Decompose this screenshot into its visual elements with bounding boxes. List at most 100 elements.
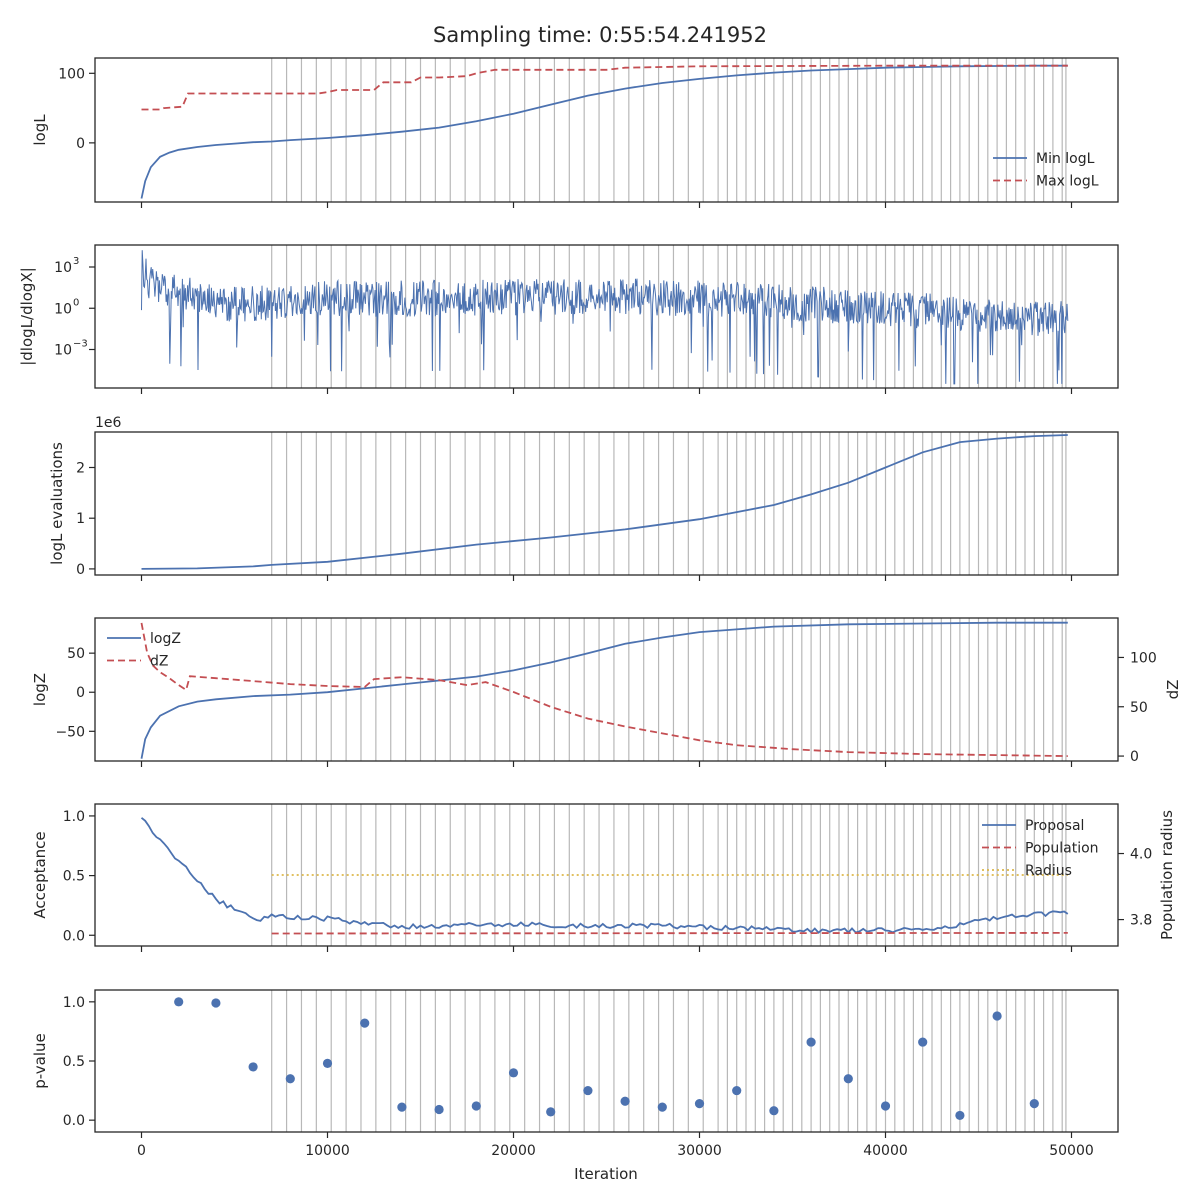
y-axis-label: Acceptance xyxy=(31,831,49,918)
y-tick-label: 0.5 xyxy=(63,1054,85,1070)
x-axis-label: Iteration xyxy=(574,1165,638,1183)
series-line-max-logl xyxy=(141,64,1068,111)
series-line-proposal xyxy=(140,817,1069,934)
x-tick-label: 10000 xyxy=(305,1143,350,1159)
data-point xyxy=(285,1074,295,1084)
data-point xyxy=(434,1104,444,1115)
data-point xyxy=(174,997,184,1007)
data-point xyxy=(360,1018,370,1028)
data-point xyxy=(322,1058,333,1068)
legend: Min logL Max logL xyxy=(993,151,1099,190)
y-tick-label: 0.0 xyxy=(63,1113,85,1129)
y-tick-label: 2 xyxy=(76,460,85,476)
y2-axis-label: dZ xyxy=(1164,680,1182,700)
data-point xyxy=(843,1074,853,1084)
data-point xyxy=(769,1106,779,1116)
panel-dlogl: 10 −310 010 3|dlogL/dlogX| xyxy=(18,244,1119,394)
data-point xyxy=(955,1110,965,1121)
series-line-population xyxy=(271,932,1068,935)
y-tick-label: 50 xyxy=(67,646,85,662)
legend: logZ dZ xyxy=(107,631,181,670)
legend-entry: Population xyxy=(1025,841,1099,857)
panel-pvalue: 0 10000 20000 30000 40000 50000 0.0 0.5 1.0 p-val… xyxy=(31,989,1119,1159)
legend: Proposal Population Radius xyxy=(982,818,1099,879)
panel-evals: 0 1 2 logL evaluations 1e6 xyxy=(48,415,1119,581)
vline-group xyxy=(271,618,1067,761)
data-point xyxy=(248,1062,258,1072)
y-axis-label: p-value xyxy=(31,1033,49,1089)
panel-logz: −50 0 50 0 50 100 logZ dZ logZ dZ xyxy=(31,617,1182,767)
series-line-min-logl xyxy=(140,64,1068,199)
y-tick-label: 1.0 xyxy=(63,809,85,825)
vline-group xyxy=(271,58,1067,202)
series-line-evals xyxy=(141,434,1068,570)
legend-entry: Min logL xyxy=(1036,151,1095,167)
data-point xyxy=(546,1107,556,1117)
y-tick-label: 10 xyxy=(54,301,72,317)
y2-tick-label: 50 xyxy=(1130,700,1148,716)
figure-title: Sampling time: 0:55:54.241952 xyxy=(433,23,767,47)
y-tick-label: 0.5 xyxy=(63,869,85,885)
axes-frame xyxy=(94,617,1119,762)
axes-frame xyxy=(94,57,1119,203)
y-axis-label: logL evaluations xyxy=(48,442,66,565)
y2-tick-label: 3.8 xyxy=(1130,913,1152,929)
y-tick-label: 10 xyxy=(54,343,72,359)
vline-group xyxy=(271,432,1067,575)
y2-tick-label: 0 xyxy=(1130,749,1139,765)
legend-entry: logZ xyxy=(150,631,181,647)
y2-axis-label: Population radius xyxy=(1158,810,1176,940)
legend-entry: Proposal xyxy=(1025,818,1084,834)
y-tick-label: 1.0 xyxy=(63,995,85,1011)
data-point xyxy=(992,1011,1002,1021)
axes-frame xyxy=(94,244,1119,389)
x-tick-label: 40000 xyxy=(863,1143,908,1159)
axes-frame xyxy=(94,431,1119,576)
data-point xyxy=(471,1101,481,1111)
data-point xyxy=(732,1085,742,1096)
data-point xyxy=(694,1099,705,1109)
x-tick-label: 50000 xyxy=(1049,1143,1094,1159)
panel-logl: 0 100 logL Min logL Max logL xyxy=(31,57,1119,208)
data-point xyxy=(620,1096,630,1106)
legend-entry: dZ xyxy=(150,654,168,670)
y-tick-label: 0 xyxy=(76,685,85,701)
y-tick-label: 100 xyxy=(58,66,85,82)
vline-group xyxy=(271,990,1067,1132)
y-tick-label: 10 xyxy=(54,260,72,276)
y-tick-exponent: 3 xyxy=(73,256,79,267)
data-point xyxy=(1029,1099,1039,1109)
y-tick-label: 0 xyxy=(76,136,85,152)
y-tick-label: 0.0 xyxy=(63,928,85,944)
data-point xyxy=(508,1068,519,1078)
legend-entry: Max logL xyxy=(1036,174,1099,190)
x-tick-label: 30000 xyxy=(677,1143,722,1159)
y-tick-label: 1 xyxy=(76,511,85,527)
data-point xyxy=(918,1037,928,1047)
y2-tick-label: 100 xyxy=(1130,650,1157,666)
data-point xyxy=(880,1101,891,1111)
series-line-dz xyxy=(140,622,1068,757)
data-point xyxy=(806,1037,816,1047)
data-point xyxy=(397,1102,407,1112)
y-tick-label: −50 xyxy=(55,724,85,740)
data-point xyxy=(583,1085,593,1096)
series-line-dlogl xyxy=(141,250,1069,385)
y-offset-text: 1e6 xyxy=(95,415,122,431)
y-axis-label: logL xyxy=(31,114,49,146)
y-tick-exponent: 0 xyxy=(73,297,79,308)
y-tick-label: 0 xyxy=(76,562,85,578)
y-tick-exponent: −3 xyxy=(73,339,88,350)
y-axis-label: |dlogL/dlogX| xyxy=(18,267,36,366)
y-axis-label: logZ xyxy=(31,673,49,706)
data-point xyxy=(211,998,221,1008)
axes-frame xyxy=(94,989,1119,1133)
x-tick-label: 20000 xyxy=(491,1143,536,1159)
legend-entry: Radius xyxy=(1025,863,1072,879)
x-tick-label: 0 xyxy=(137,1143,146,1159)
data-point xyxy=(657,1102,667,1112)
series-line-logz xyxy=(140,621,1068,759)
